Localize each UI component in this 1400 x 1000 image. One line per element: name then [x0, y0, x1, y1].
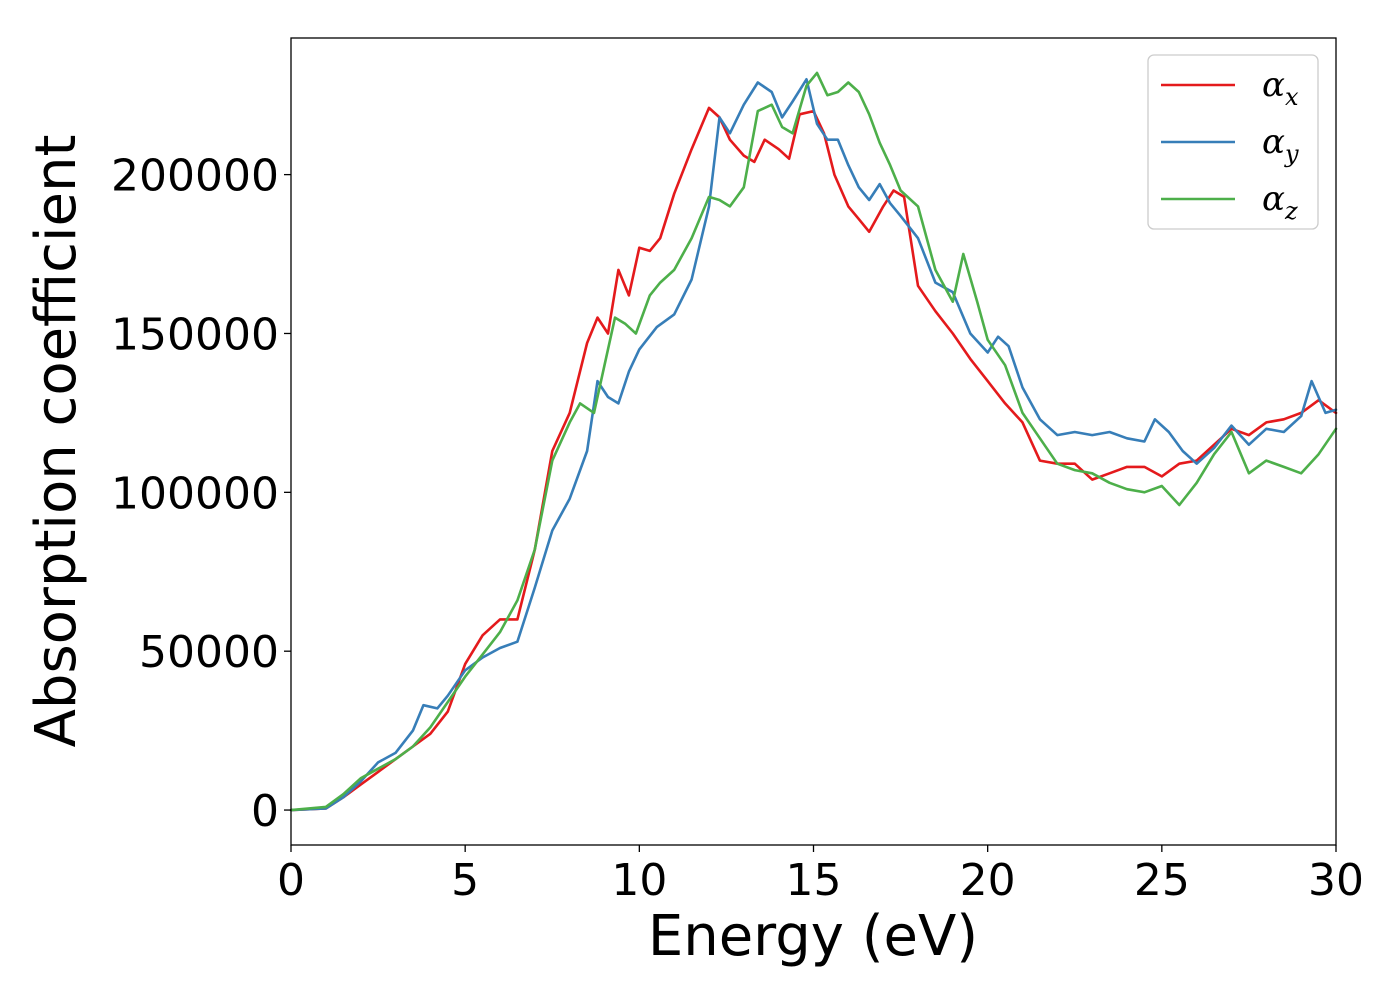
x-tick-label: 10 [611, 855, 667, 906]
series-line-y [289, 78, 1338, 812]
y-tick-label: 50000 [139, 627, 279, 678]
x-tick-label: 25 [1134, 855, 1190, 906]
y-axis-ticks: 0 50000 100000 150000 200000 [111, 151, 291, 837]
legend: αx αy αz [1147, 54, 1319, 230]
legend-label-z: αz [1262, 179, 1298, 225]
legend-label-x: αx [1262, 65, 1299, 111]
x-tick-label: 0 [277, 855, 305, 906]
legend-label-y: αy [1262, 122, 1299, 168]
y-axis-title: Absorption coefficient [24, 135, 89, 748]
x-tick-label: 30 [1308, 855, 1364, 906]
y-tick-label: 0 [251, 786, 279, 837]
series-layer [289, 71, 1338, 812]
x-axis-title: Energy (eV) [648, 904, 978, 969]
series-line-z [289, 71, 1338, 812]
x-axis-ticks: 0 5 10 15 20 25 30 [277, 845, 1364, 906]
x-tick-label: 5 [451, 855, 479, 906]
y-tick-label: 100000 [111, 468, 279, 519]
x-tick-label: 20 [960, 855, 1016, 906]
y-tick-label: 150000 [111, 309, 279, 360]
y-tick-label: 200000 [111, 151, 279, 202]
x-tick-label: 15 [786, 855, 842, 906]
